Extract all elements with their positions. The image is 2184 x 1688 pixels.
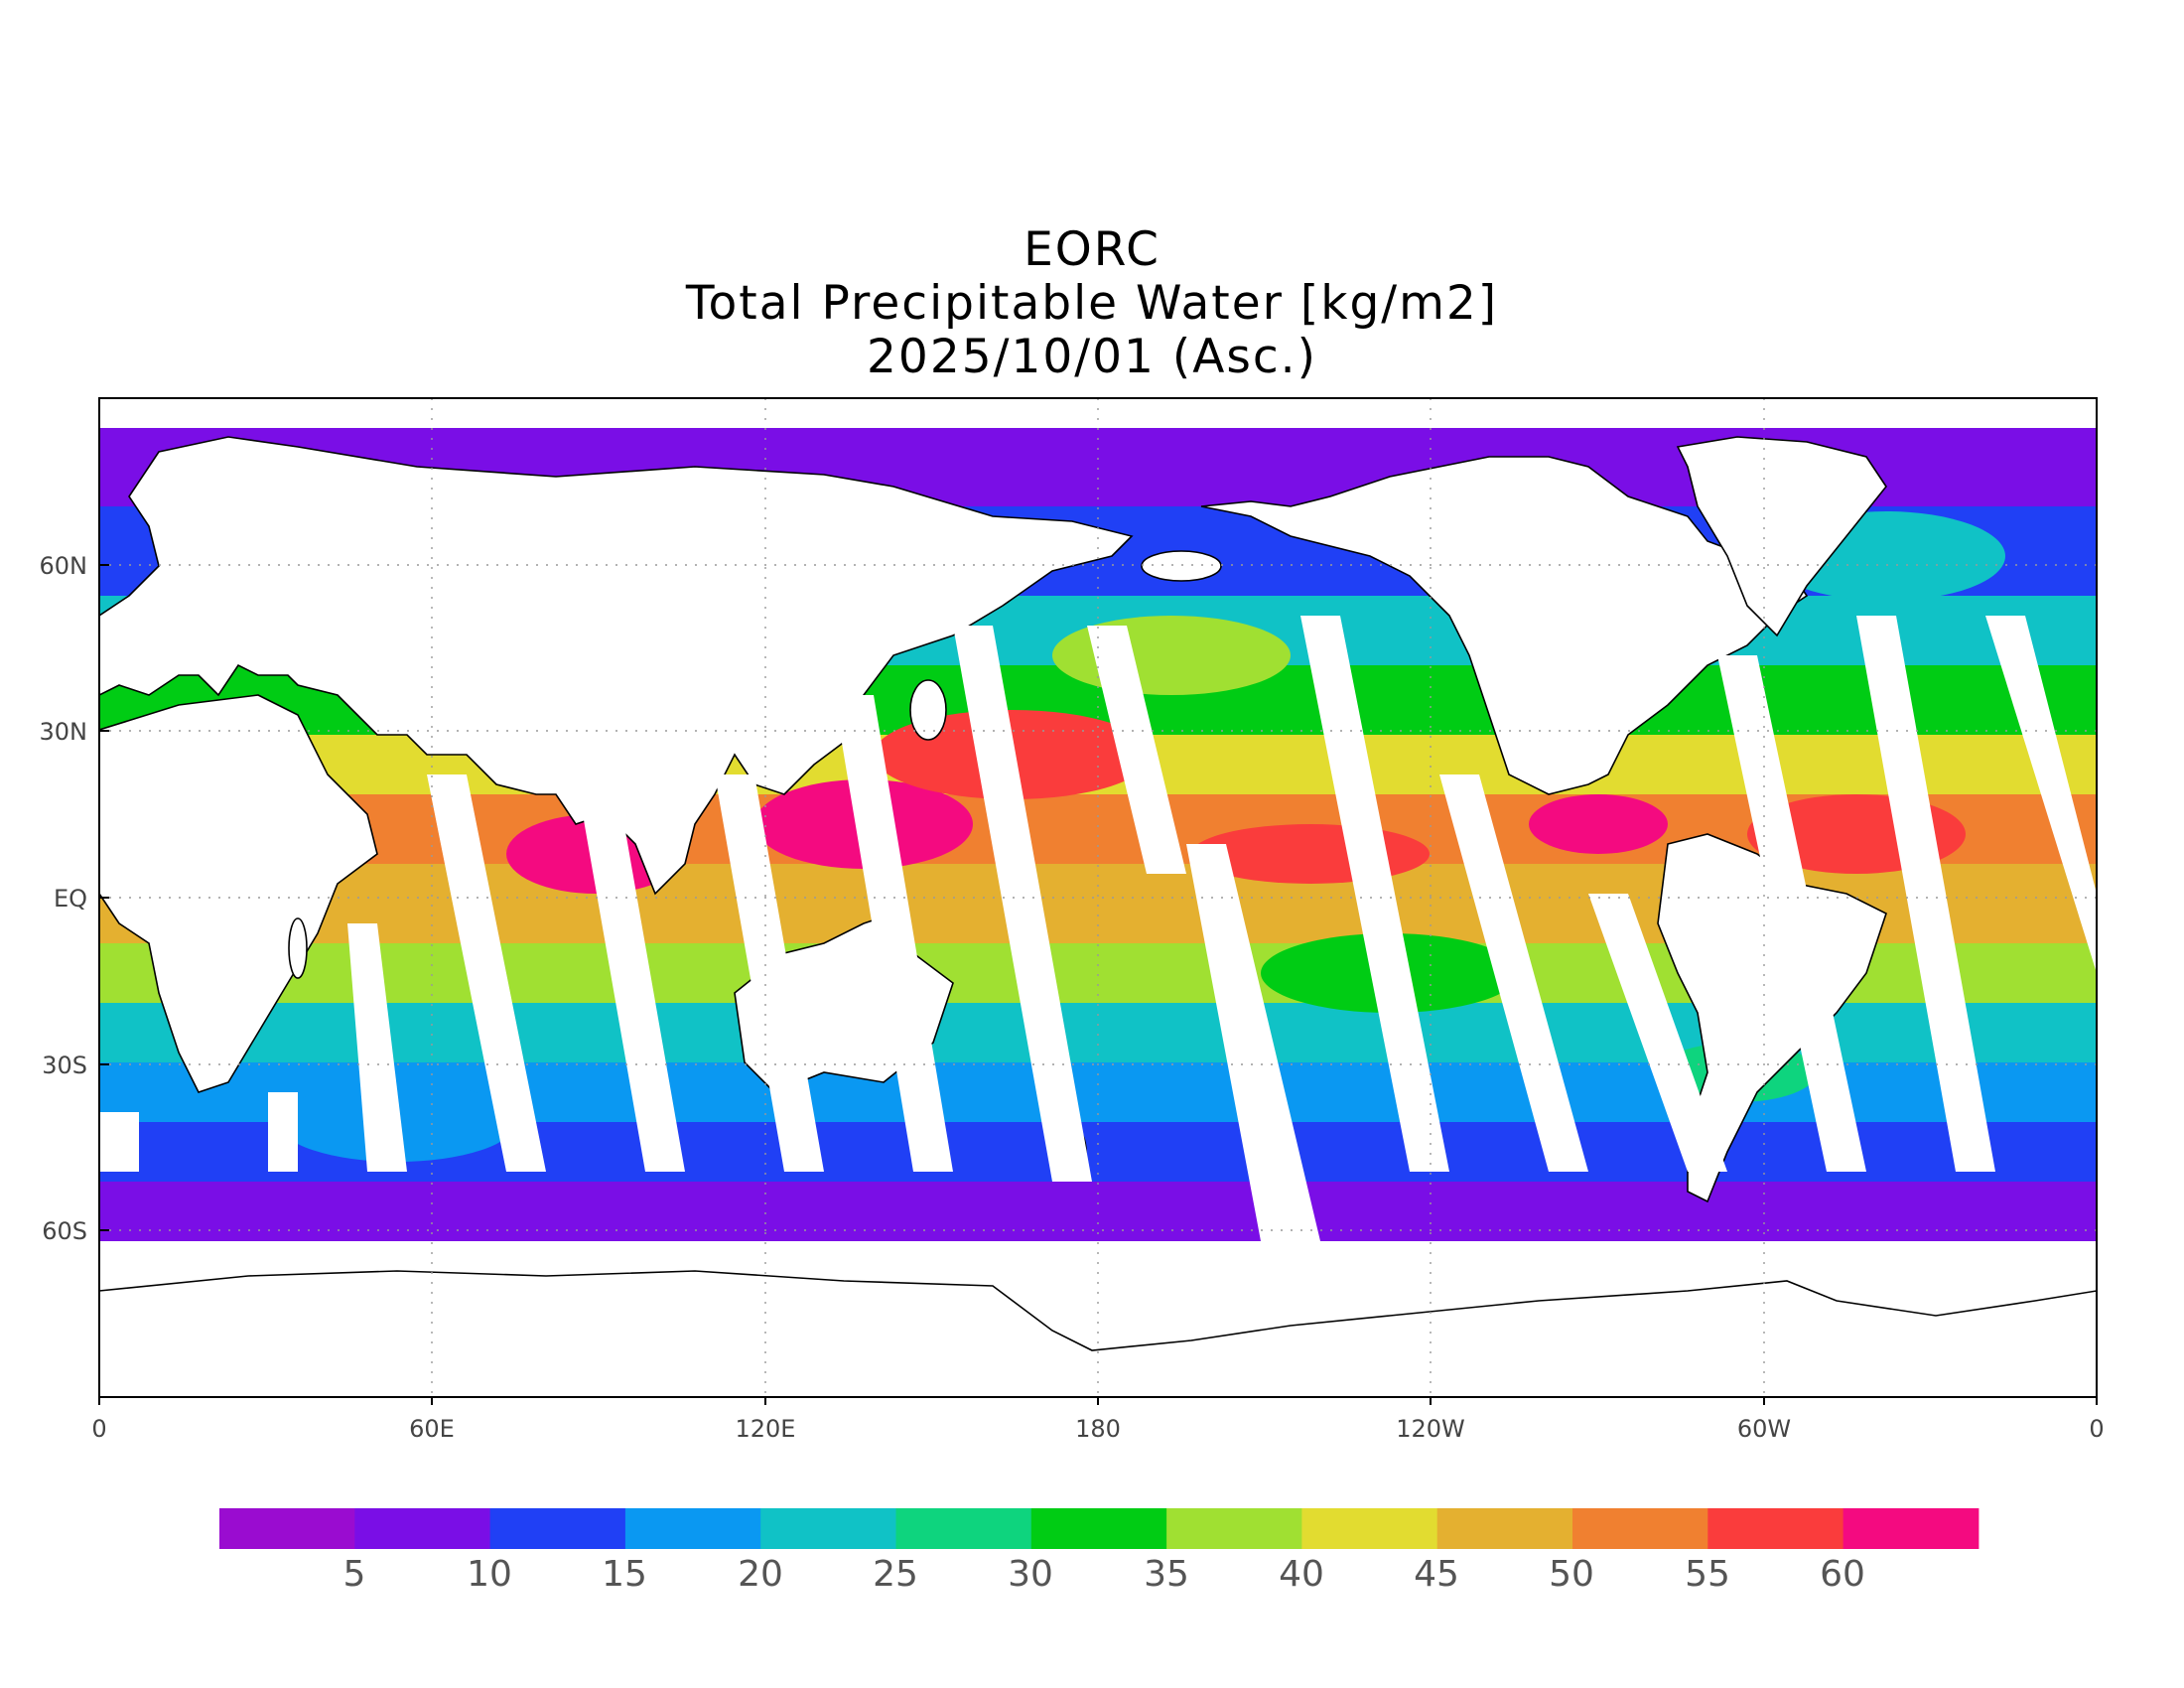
x-label-0-right: 0 [2089, 1415, 2104, 1443]
gap-5 [576, 774, 685, 1172]
colorbar-label-10: 10 [467, 1554, 512, 1595]
africa [99, 694, 378, 1093]
colorbar-label-25: 25 [873, 1554, 918, 1595]
gap-8 [953, 626, 1092, 1182]
colorbar-label-60: 60 [1820, 1554, 1865, 1595]
colorbar-swatch-5 [895, 1508, 1032, 1549]
colorbar-swatch-7 [1166, 1508, 1302, 1549]
x-label-0: 0 [91, 1415, 106, 1443]
x-label-120e: 120E [736, 1415, 796, 1443]
colorbar-swatch-2 [489, 1508, 626, 1549]
colorbar-label-5: 5 [343, 1554, 366, 1595]
y-label-60n: 60N [40, 552, 88, 580]
x-axis-labels: 0 60E 120E 180 120W 60W 0 [91, 1415, 2104, 1443]
colorbar-swatch-3 [624, 1508, 761, 1549]
colorbar-label-45: 45 [1414, 1554, 1459, 1595]
colorbar-swatch-8 [1301, 1508, 1438, 1549]
x-label-60e: 60E [409, 1415, 455, 1443]
title-producer: EORC [1024, 222, 1160, 277]
colorbar-label-15: 15 [602, 1554, 647, 1595]
y-label-eq: EQ [54, 885, 87, 913]
japan [909, 679, 947, 741]
aleutian-area [1141, 550, 1222, 582]
colorbar-label-40: 40 [1279, 1554, 1324, 1595]
polar-cap [99, 398, 2097, 428]
y-label-30s: 30S [42, 1052, 87, 1079]
colorbar-swatch-12 [1843, 1508, 1979, 1549]
colorbar [219, 1508, 1979, 1549]
gap-3 [347, 923, 407, 1172]
gap-7 [834, 695, 953, 1172]
y-ticks [99, 564, 109, 1231]
gap-9 [1087, 626, 1186, 874]
title-variable: Total Precipitable Water [kg/m2] [685, 276, 1499, 331]
north-america [1200, 456, 1809, 795]
colorbar-swatch-4 [760, 1508, 896, 1549]
madagascar [288, 917, 308, 979]
band-southern-ocean [99, 1182, 2097, 1241]
precipitable-water-field [99, 398, 2097, 1397]
colorbar-swatch-9 [1436, 1508, 1573, 1549]
gap-13 [1588, 894, 1727, 1172]
colorbar-label-20: 20 [738, 1554, 783, 1595]
orbit-gaps [99, 616, 2097, 1241]
greenland [1676, 436, 1887, 637]
y-axis-labels: 60N 30N EQ 30S 60S [40, 552, 88, 1245]
gap-4 [427, 774, 546, 1172]
colorbar-label-30: 30 [1008, 1554, 1053, 1595]
colorbar-label-35: 35 [1144, 1554, 1189, 1595]
map-title: EORC Total Precipitable Water [kg/m2] 20… [0, 223, 2184, 384]
colorbar-swatch-11 [1707, 1508, 1844, 1549]
gap-16 [1985, 616, 2097, 973]
colorbar-label-50: 50 [1549, 1554, 1594, 1595]
gap-2 [268, 1092, 298, 1172]
gap-12 [1439, 774, 1588, 1172]
x-ticks [98, 1397, 2098, 1405]
colorbar-swatch-6 [1030, 1508, 1167, 1549]
colorbar-swatch-1 [354, 1508, 491, 1549]
gap-15 [1856, 616, 1995, 1172]
y-label-30n: 30N [40, 718, 88, 746]
gap-10 [1186, 844, 1320, 1241]
antarctica [99, 1270, 2097, 1397]
colorbar-label-55: 55 [1685, 1554, 1730, 1595]
x-label-60w: 60W [1737, 1415, 1791, 1443]
patch-east-pacific [1529, 794, 1668, 854]
colorbar-swatch-10 [1572, 1508, 1708, 1549]
title-date: 2025/10/01 (Asc.) [867, 330, 1317, 384]
x-label-120w: 120W [1396, 1415, 1465, 1443]
gap-1 [99, 1112, 139, 1172]
y-label-60s: 60S [42, 1217, 87, 1245]
gap-6 [715, 774, 824, 1172]
gap-11 [1300, 616, 1449, 1172]
colorbar-labels: 5 10 15 20 25 30 35 40 45 50 55 60 [343, 1554, 1865, 1595]
colorbar-swatch-0 [219, 1508, 355, 1549]
x-label-180: 180 [1075, 1415, 1121, 1443]
gap-14 [1717, 655, 1866, 1172]
